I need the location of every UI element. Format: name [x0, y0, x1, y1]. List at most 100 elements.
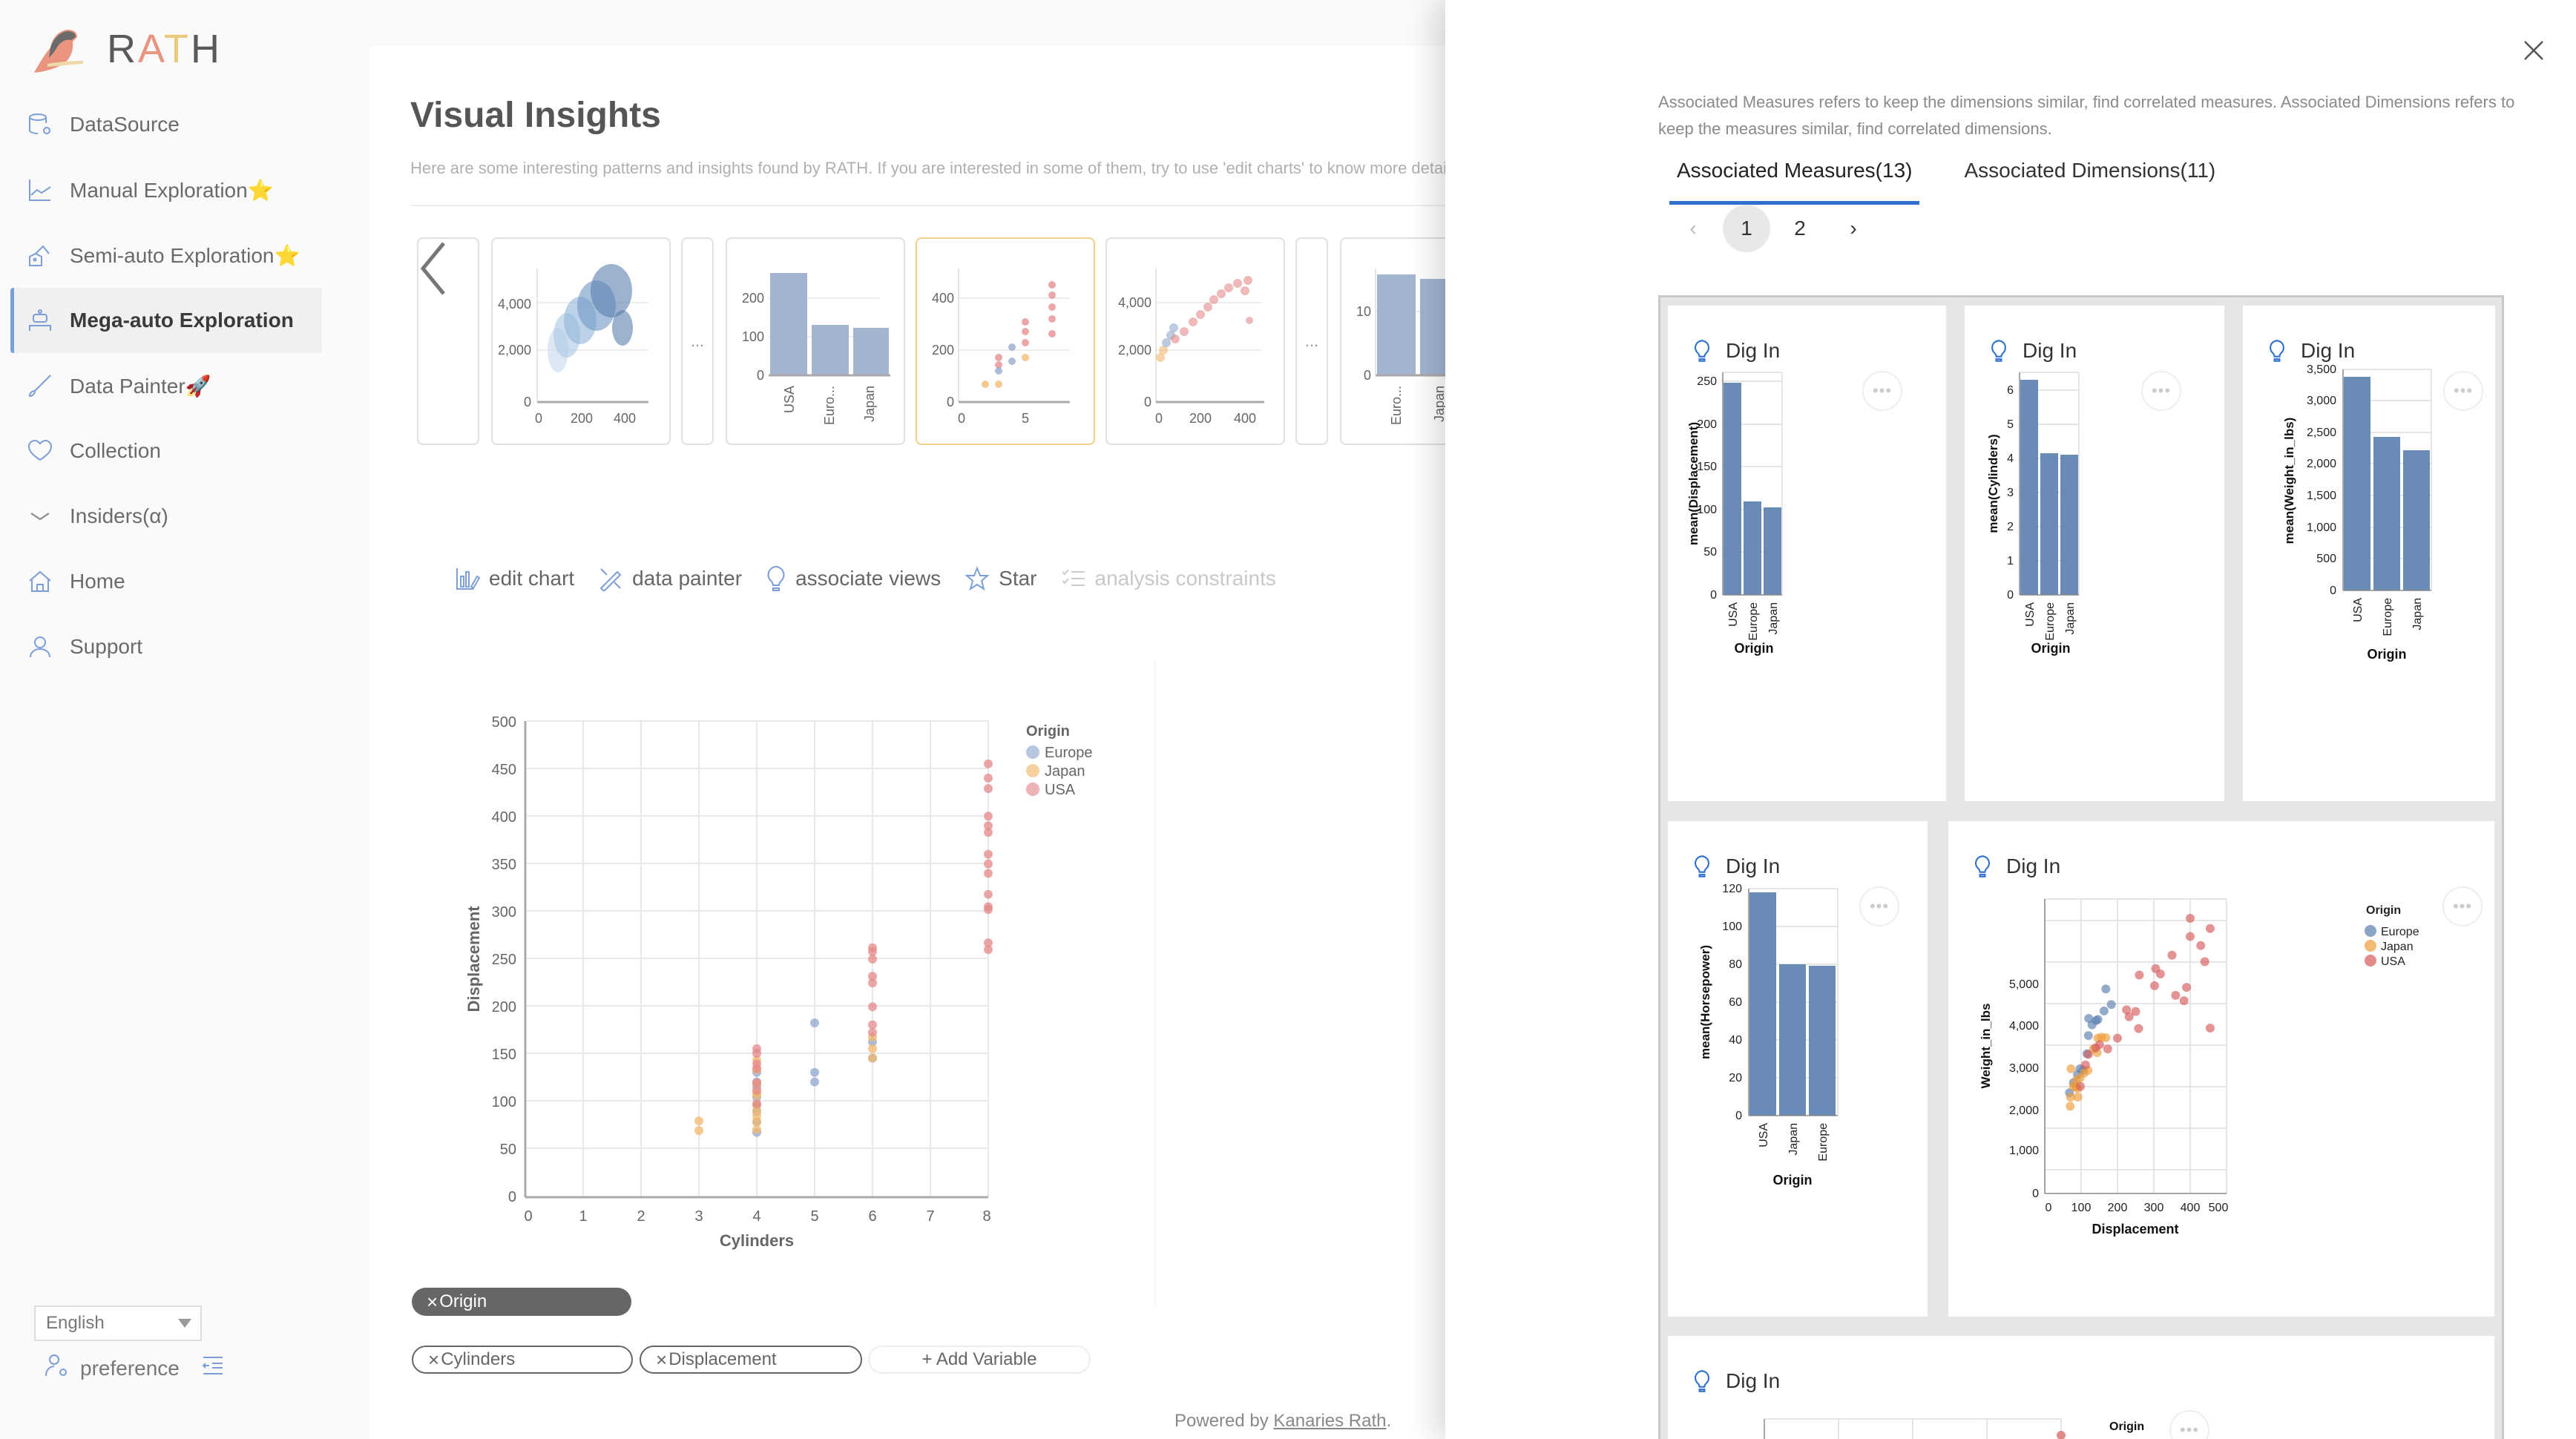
svg-text:Japan: Japan — [1787, 1123, 1800, 1156]
svg-text:0: 0 — [524, 395, 531, 409]
analysis-constraints-button[interactable]: analysis constraints — [1061, 566, 1276, 591]
svg-text:Japan: Japan — [2064, 602, 2077, 635]
svg-text:USA: USA — [2381, 955, 2405, 968]
pagination-page-1[interactable]: 1 — [1723, 205, 1770, 252]
divider — [1154, 662, 1156, 1307]
panel-tabs: Associated Measures(13) Associated Dimen… — [1669, 148, 2260, 205]
associated-chart-card: Dig In ••• 0 50 100 150 200 250 USA Europe — [1668, 306, 1946, 801]
preference-link[interactable]: preference — [45, 1353, 224, 1383]
language-select[interactable]: English — [34, 1305, 202, 1341]
data-point — [2122, 1005, 2132, 1015]
svg-text:0: 0 — [1364, 368, 1371, 383]
data-painter-button[interactable]: data painter — [598, 566, 742, 591]
remove-icon[interactable]: × — [427, 1290, 438, 1313]
sidebar-item-label: Manual Exploration⭐ — [70, 178, 274, 202]
sidebar-item-data-painter[interactable]: Data Painter🚀 — [10, 353, 322, 418]
dig-in-button[interactable]: Dig In — [1693, 338, 1780, 363]
more-options-button[interactable]: ••• — [1859, 886, 1899, 926]
dig-in-button[interactable]: Dig In — [1693, 1369, 1780, 1394]
svg-text:0: 0 — [2046, 1202, 2052, 1214]
sidebar-item-collection[interactable]: Collection — [10, 418, 322, 484]
insight-thumbnail[interactable]: 200 100 0 USA Euro... Japan — [726, 237, 905, 445]
svg-text:Europe: Europe — [2382, 598, 2394, 636]
svg-text:400: 400 — [2181, 1202, 2201, 1214]
pagination-next-button[interactable]: › — [1850, 217, 1857, 240]
dig-in-button[interactable]: Dig In — [2268, 338, 2355, 363]
close-panel-button[interactable] — [2520, 37, 2547, 64]
data-point — [868, 978, 877, 988]
sidebar: RATH DataSource Manual Exploration⭐ Semi… — [0, 0, 322, 1439]
language-value: English — [46, 1313, 105, 1333]
pagination-page-2[interactable]: 2 — [1794, 217, 1806, 240]
data-point — [2179, 996, 2189, 1006]
data-point — [2099, 1006, 2109, 1015]
sidebar-item-insiders[interactable]: Insiders(α) — [10, 484, 322, 549]
associated-chart-card: Dig In ••• 0 500 1,000 1,500 2,000 2,500 3,000… — [2243, 306, 2495, 801]
datasource-icon — [22, 107, 58, 142]
data-point — [752, 1086, 761, 1096]
close-icon — [2520, 41, 2547, 67]
lightbulb-icon — [1693, 338, 1711, 363]
more-options-button[interactable]: ••• — [2169, 1410, 2209, 1439]
carousel-more-button[interactable]: ... — [681, 237, 714, 445]
carousel-more-button[interactable]: ... — [1295, 237, 1328, 445]
add-variable-button[interactable]: + Add Variable — [868, 1346, 1091, 1374]
sidebar-item-manual-exploration[interactable]: Manual Exploration⭐ — [10, 157, 322, 223]
insight-thumbnail[interactable]: 4,000 2,000 0 0 200 400 — [491, 237, 671, 445]
svg-text:Japan: Japan — [862, 386, 877, 422]
sidebar-item-semi-auto-exploration[interactable]: Semi-auto Exploration⭐ — [10, 223, 322, 288]
measure-filter-pill[interactable]: × Displacement — [640, 1346, 862, 1374]
svg-text:500: 500 — [492, 714, 516, 731]
collapse-sidebar-icon[interactable] — [202, 1354, 224, 1382]
svg-text:200: 200 — [932, 343, 954, 358]
svg-text:0: 0 — [2330, 585, 2336, 597]
scatter-points — [2065, 913, 2215, 1111]
associate-views-panel: Associated Measures refers to keep the d… — [1445, 0, 2576, 1439]
logo[interactable]: RATH — [28, 21, 222, 77]
more-options-button[interactable]: ••• — [2141, 371, 2181, 411]
svg-text:0: 0 — [2032, 1188, 2039, 1200]
tab-associated-measures[interactable]: Associated Measures(13) — [1669, 148, 1920, 205]
pagination-prev-button[interactable]: ‹ — [1689, 217, 1697, 240]
associate-views-button[interactable]: associate views — [766, 565, 941, 592]
sidebar-item-mega-auto-exploration[interactable]: Mega-auto Exploration — [10, 288, 322, 353]
insight-thumbnail[interactable]: 4,000 2,000 0 0 200 400 — [1105, 237, 1285, 445]
sidebar-item-home[interactable]: Home — [10, 549, 322, 614]
data-point — [2131, 1007, 2140, 1016]
dig-in-button[interactable]: Dig In — [1693, 854, 1780, 879]
insight-thumbnail-selected[interactable]: 400 200 0 0 5 — [916, 237, 1095, 445]
svg-text:2,000: 2,000 — [2307, 458, 2336, 470]
lightbulb-icon — [1693, 854, 1711, 879]
more-options-button[interactable]: ••• — [1862, 371, 1902, 411]
svg-text:Europe: Europe — [1817, 1123, 1830, 1162]
heart-icon — [22, 433, 58, 469]
remove-icon[interactable]: × — [656, 1348, 668, 1371]
carousel-prev-button[interactable] — [417, 237, 479, 445]
divider — [410, 205, 1486, 206]
kanaries-rath-link[interactable]: Kanaries Rath — [1273, 1411, 1387, 1431]
star-button[interactable]: Star — [965, 566, 1037, 591]
sidebar-item-datasource[interactable]: DataSource — [10, 92, 322, 157]
dig-in-button[interactable]: Dig In — [1974, 854, 2060, 879]
more-options-button[interactable]: ••• — [2442, 886, 2483, 926]
data-point — [2113, 1033, 2122, 1043]
associated-charts-grid[interactable]: Dig In ••• 0 50 100 150 200 250 USA Europe — [1658, 295, 2504, 1439]
remove-icon[interactable]: × — [428, 1348, 440, 1371]
svg-text:Weight_in_lbs: Weight_in_lbs — [1979, 1004, 1993, 1089]
tab-associated-dimensions[interactable]: Associated Dimensions(11) — [1964, 159, 2216, 182]
svg-text:Origin: Origin — [2366, 904, 2401, 917]
svg-text:400: 400 — [1234, 411, 1256, 426]
sidebar-item-support[interactable]: Support — [10, 614, 322, 679]
dimension-filter-pill[interactable]: × Origin — [412, 1288, 631, 1316]
home-icon — [22, 564, 58, 599]
more-options-button[interactable]: ••• — [2443, 371, 2483, 411]
data-point — [868, 1027, 877, 1037]
edit-chart-button[interactable]: edit chart — [455, 566, 574, 591]
svg-text:Europe: Europe — [1045, 745, 1093, 761]
data-point — [752, 1124, 761, 1134]
svg-text:50: 50 — [500, 1142, 516, 1158]
dig-in-button[interactable]: Dig In — [1990, 338, 2077, 363]
measure-filter-pill[interactable]: × Cylinders — [412, 1346, 633, 1374]
data-point — [810, 1018, 819, 1028]
svg-text:300: 300 — [2144, 1202, 2164, 1214]
